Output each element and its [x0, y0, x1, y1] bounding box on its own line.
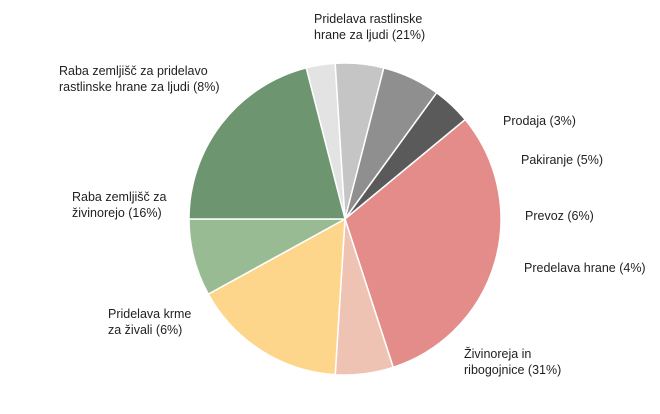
pie-slice-label-line: rastlinske hrane za ljudi (8%) [59, 80, 220, 94]
pie-slice-label-line: hrane za ljudi (21%) [314, 28, 425, 42]
pie-slice-label-3: Prevoz (6%) [525, 209, 594, 223]
pie-slice-label-line: Raba zemljišč za [72, 190, 167, 204]
pie-slice-label-line: Prevoz (6%) [525, 209, 594, 223]
pie-slice-5 [344, 118, 502, 369]
pie-slice-label-9: Pridelava rastlinske hrane za ljudi (21%) [314, 12, 425, 42]
pie-slice-label-line: Predelava hrane (4%) [524, 261, 646, 275]
pie-slice-label-5: Živinoreja in ribogojnice (31%) [464, 346, 561, 377]
pie-labels: Prodaja (3%) Pakiranje (5%) Prevoz (6%) Pre… [59, 12, 646, 377]
pie-slice-label-1: Prodaja (3%) [503, 114, 576, 128]
pie-slice-label-line: živinorejo (16%) [72, 206, 162, 220]
pie-slice-7 [207, 218, 346, 376]
pie-slice-label-line: ribogojnice (31%) [464, 363, 561, 377]
pie-slice-label-line: Raba zemljišč za pridelavo [59, 64, 208, 78]
pie-slice-label-line: Pridelava rastlinske [314, 12, 422, 26]
pie-slice-label-line: Živinoreja in [464, 346, 531, 361]
pie-slice-label-7: Raba zemljišč za živinorejo (16%) [72, 190, 167, 220]
pie-slice-label-4: Predelava hrane (4%) [524, 261, 646, 275]
pie-slice-label-2: Pakiranje (5%) [521, 153, 603, 167]
pie-slice-label-line: Pridelava krme [108, 307, 191, 321]
pie-slice-9 [188, 67, 346, 220]
pie-slice-label-line: Prodaja (3%) [503, 114, 576, 128]
pie-slice-label-6: Pridelava krme za živali (6%) [108, 307, 191, 337]
pie-slice-label-8: Raba zemljišč za pridelavo rastlinske hra… [59, 64, 220, 94]
pie-slices [188, 62, 502, 376]
pie-slice-label-line: Pakiranje (5%) [521, 153, 603, 167]
pie-slice-label-line: za živali (6%) [108, 323, 182, 337]
